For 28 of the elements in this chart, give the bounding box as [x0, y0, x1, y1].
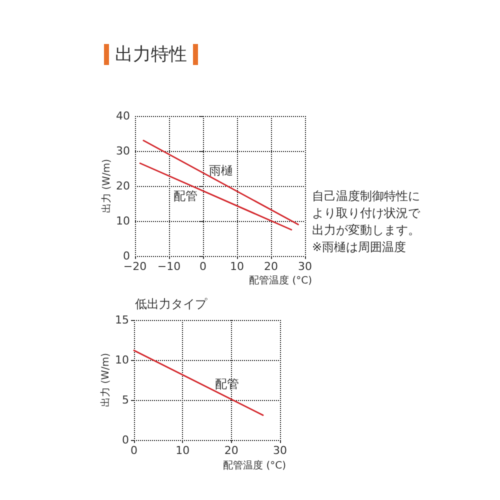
y-tick-label: 10	[116, 214, 130, 228]
x-tick-label: 30	[298, 260, 312, 273]
y-tick-label: 15	[115, 314, 129, 326]
text: 自己温度制御特性により取り付け状況で出力が変動します。※雨樋は周囲温度	[312, 188, 422, 256]
x-tick-label: 30	[273, 444, 287, 457]
x-axis-title: 配管温度 (°C)	[249, 274, 312, 286]
x-tick-label: 10	[176, 444, 190, 457]
series-label: 雨樋	[208, 164, 233, 178]
x-axis-title: 配管温度 (°C)	[223, 460, 286, 472]
y-axis-title: 出力 (W/m)	[100, 352, 112, 407]
y-tick-label: 10	[115, 354, 129, 366]
y-tick-label: 20	[116, 180, 130, 192]
chart-title: 低出力タイプ	[135, 297, 207, 312]
y-tick-label: 0	[122, 434, 129, 446]
y-axis-title: 出力 (W/m)	[100, 158, 112, 213]
x-tick-label: −10	[157, 260, 181, 273]
y-tick-label: 30	[116, 144, 130, 158]
chart-title: 出力特性	[115, 44, 187, 66]
x-tick-label: −20	[123, 260, 147, 273]
x-tick-label: 10	[230, 260, 244, 273]
y-tick-label: 40	[116, 110, 130, 122]
x-tick-label: 20	[224, 444, 238, 457]
y-tick-label: 0	[123, 250, 130, 262]
x-tick-label: 20	[264, 260, 278, 273]
series-label: 配管	[173, 189, 198, 204]
series-label: 配管	[214, 377, 239, 392]
y-tick-label: 5	[122, 394, 129, 406]
x-tick-label: 0	[200, 260, 206, 273]
